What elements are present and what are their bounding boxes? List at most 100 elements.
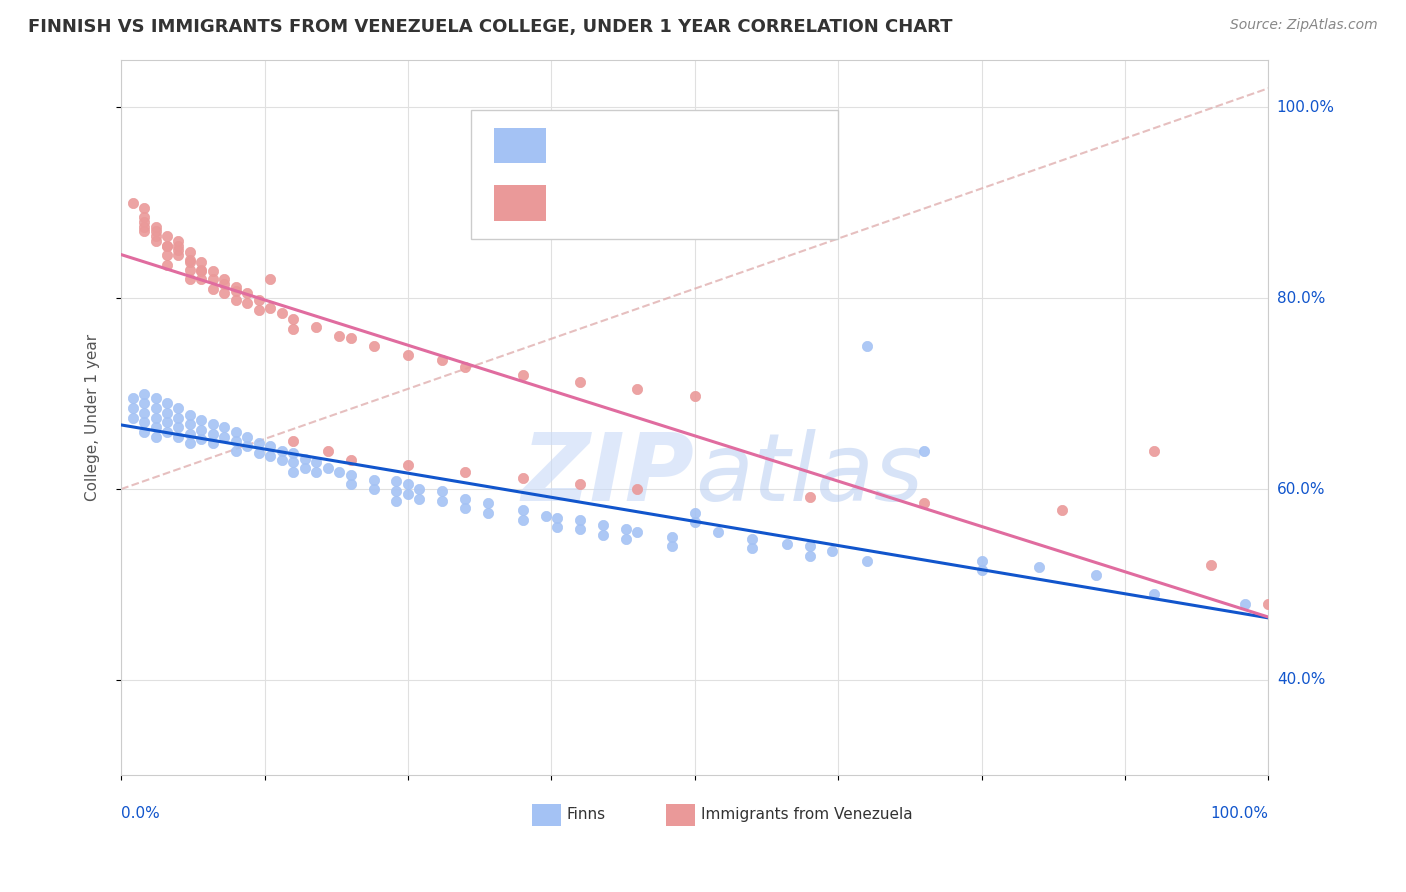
Point [259, 439, 281, 453]
Point [190, 433, 212, 447]
Point [247, 436, 270, 450]
Point [179, 436, 201, 450]
Point [121, 401, 143, 415]
Point [821, 544, 844, 558]
Point [201, 264, 224, 278]
Point [121, 410, 143, 425]
Point [339, 477, 361, 491]
Point [156, 258, 179, 272]
Point [259, 301, 281, 315]
Point [132, 396, 155, 410]
Point [626, 524, 648, 539]
Point [179, 245, 201, 260]
Point [1028, 560, 1050, 574]
Point [385, 475, 408, 489]
Bar [666, 804, 695, 825]
Point [294, 451, 316, 466]
Point [132, 210, 155, 224]
Point [225, 434, 247, 449]
Text: 100.0%: 100.0% [1211, 806, 1268, 821]
Point [247, 293, 270, 307]
Point [661, 530, 683, 544]
Point [190, 423, 212, 437]
Point [167, 244, 190, 258]
Point [201, 436, 224, 450]
Point [385, 493, 408, 508]
Point [454, 501, 477, 516]
Point [569, 513, 592, 527]
Point [512, 503, 534, 517]
Point [970, 563, 993, 577]
Point [132, 406, 155, 420]
Text: 100.0%: 100.0% [1277, 100, 1334, 115]
Text: Source: ZipAtlas.com: Source: ZipAtlas.com [1230, 18, 1378, 32]
Text: N =: N = [735, 193, 775, 211]
Point [512, 470, 534, 484]
Point [328, 329, 350, 343]
Point [1199, 558, 1222, 573]
Point [179, 426, 201, 441]
Point [167, 248, 190, 262]
Point [145, 429, 167, 443]
Point [592, 528, 614, 542]
Text: Finns: Finns [567, 807, 606, 822]
Point [661, 539, 683, 553]
Bar [494, 128, 546, 163]
Point [179, 408, 201, 422]
Point [145, 229, 167, 244]
Point [225, 443, 247, 458]
Text: 0.0%: 0.0% [121, 806, 160, 821]
Point [214, 429, 236, 443]
Point [546, 510, 568, 524]
Text: 0.308: 0.308 [620, 193, 678, 211]
Point [316, 443, 339, 458]
Point [225, 279, 247, 293]
Point [363, 339, 385, 353]
Point [1085, 568, 1108, 582]
Text: R =: R = [557, 193, 602, 211]
Text: 40.0%: 40.0% [1277, 673, 1324, 688]
Point [683, 506, 706, 520]
Point [614, 532, 637, 546]
Point [283, 465, 305, 479]
Point [454, 465, 477, 479]
Point [970, 554, 993, 568]
Point [214, 420, 236, 434]
Point [396, 458, 419, 473]
Point [156, 238, 179, 252]
Point [856, 554, 879, 568]
Point [214, 286, 236, 301]
Point [283, 455, 305, 469]
Point [1050, 503, 1073, 517]
Point [201, 272, 224, 286]
Text: FINNISH VS IMMIGRANTS FROM VENEZUELA COLLEGE, UNDER 1 YEAR CORRELATION CHART: FINNISH VS IMMIGRANTS FROM VENEZUELA COL… [28, 18, 953, 36]
Point [145, 410, 167, 425]
Point [259, 449, 281, 463]
Point [799, 539, 821, 553]
Point [145, 392, 167, 406]
Point [569, 522, 592, 536]
Point [1143, 443, 1166, 458]
Point [683, 516, 706, 530]
Point [214, 277, 236, 291]
Point [132, 201, 155, 215]
Point [190, 264, 212, 278]
Y-axis label: College, Under 1 year: College, Under 1 year [86, 334, 100, 501]
Point [132, 215, 155, 229]
Point [283, 446, 305, 460]
Point [156, 415, 179, 429]
Point [339, 453, 361, 467]
Point [179, 253, 201, 268]
Point [305, 319, 328, 334]
Point [477, 496, 499, 510]
Point [270, 453, 292, 467]
Point [132, 386, 155, 401]
Point [167, 420, 190, 434]
Point [214, 272, 236, 286]
Point [799, 549, 821, 563]
Text: 65: 65 [793, 193, 817, 211]
Point [156, 425, 179, 439]
Point [156, 248, 179, 262]
Point [156, 229, 179, 244]
Point [132, 415, 155, 429]
